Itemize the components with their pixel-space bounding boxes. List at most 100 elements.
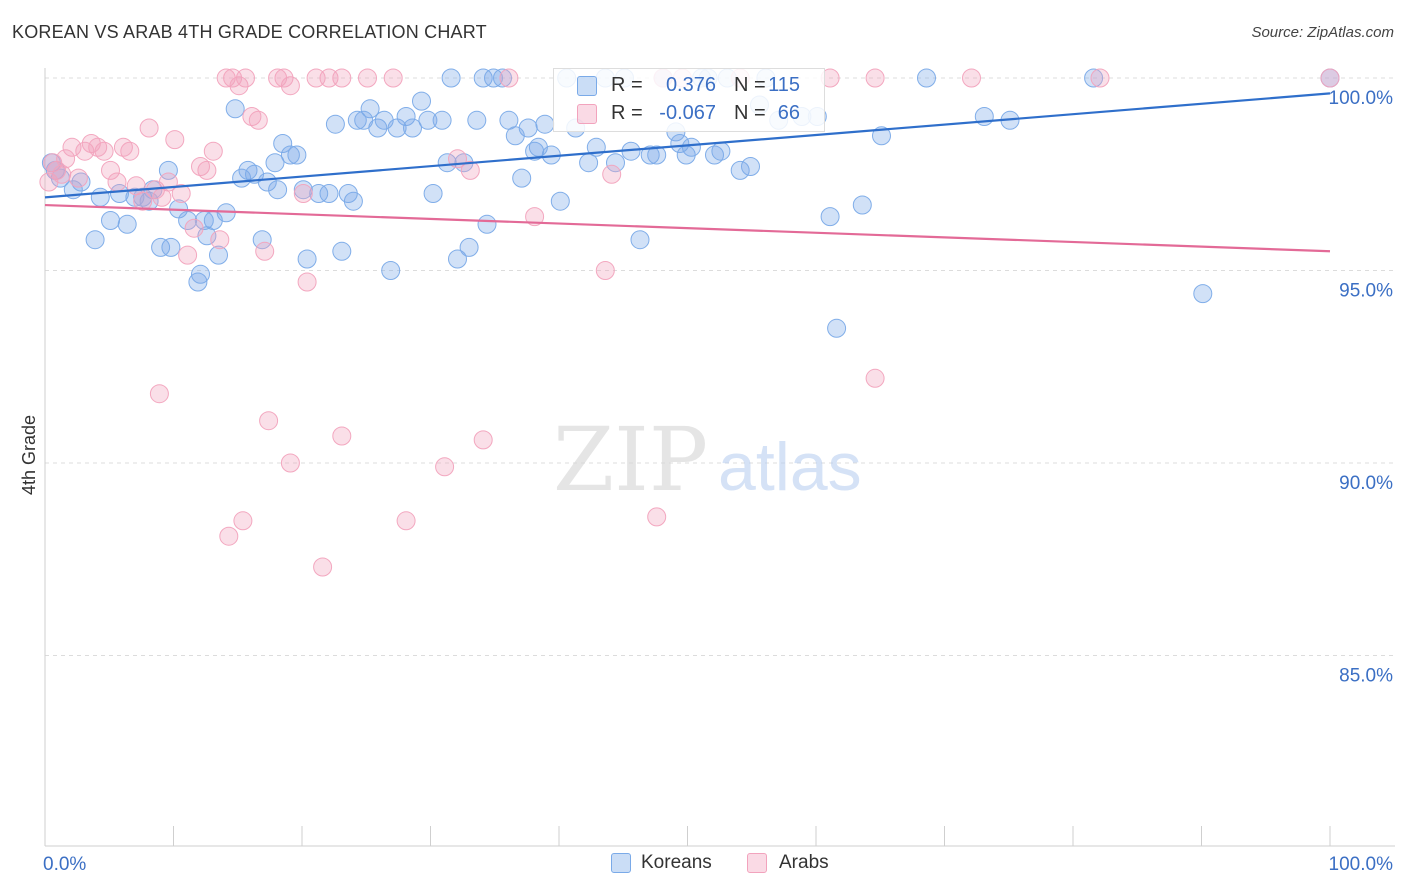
arabs-point [149,384,169,404]
arabs-point [525,207,545,227]
arabs-point [120,141,140,161]
arabs-point [68,168,88,188]
koreans-point [347,110,367,130]
koreans-point [191,264,210,284]
arabs-point [460,160,480,180]
watermark: ZIP atlas [553,408,862,511]
koreans-point [110,184,129,203]
arabs-point [236,68,255,88]
y-axis-title: 4th Grade [19,415,39,495]
arabs-point [223,68,243,88]
arabs-point [274,68,294,88]
koreans-point [225,99,245,119]
arabs-point [242,107,262,126]
stats-legend: R = 0.376 N = 115 R = -0.067 N = 66 [553,68,825,132]
koreans-point [1084,68,1104,88]
arabs-point [865,68,885,88]
koreans-point [418,110,438,130]
arabs-point [647,507,667,527]
arabs-point [165,130,185,150]
arabs-point [210,230,230,250]
koreans-point [280,145,300,165]
arabs-legend-swatch [747,853,767,873]
koreans-point [209,245,228,265]
koreans-point [459,237,479,257]
koreans-point [711,141,731,161]
koreans-point [630,230,650,250]
koreans-swatch [577,76,597,96]
arabs-point [396,511,416,531]
koreans-point [297,249,317,269]
arabs-point [435,457,455,477]
koreans-point [1193,284,1213,304]
koreans-point [319,184,339,203]
arabs-point [248,110,268,130]
r-value: -0.067 [659,102,716,124]
koreans-point [85,230,105,250]
arabs-point [203,141,223,161]
koreans-point [606,153,625,173]
koreans-legend-label: Koreans [641,852,712,873]
koreans-point [265,153,285,173]
arabs-point [602,164,622,184]
arabs-point [595,261,615,280]
koreans-point [332,241,352,261]
arabs-point [139,118,159,138]
koreans-point [252,230,272,250]
arabs-point [297,272,317,292]
koreans-point [437,153,457,173]
koreans-point [158,160,178,180]
r-value: 0.376 [665,74,716,96]
arabs-point [255,241,275,261]
y-tick-label: 100.0% [1329,88,1394,109]
arabs-swatch [577,104,597,124]
koreans-point [151,237,171,257]
arabs-point [197,160,217,180]
koreans-point [257,172,277,192]
koreans-point [550,191,570,211]
n-label: N = [734,74,766,96]
arabs-trend-line [44,203,1331,253]
arabs-point [101,160,120,180]
arabs-point [332,426,352,446]
arabs-point [1320,68,1340,88]
koreans-point [820,207,840,227]
n-label: N = [734,102,766,124]
koreans-point [90,187,110,207]
koreans-point [381,261,401,280]
koreans-point [681,137,701,157]
koreans-point [467,110,487,130]
koreans-legend-swatch [611,853,631,873]
arabs-point [178,245,198,265]
x-tick-label: 0.0% [43,854,86,875]
koreans-point [432,110,452,130]
chart-title: KOREAN VS ARAB 4TH GRADE CORRELATION CHA… [12,22,487,42]
koreans-point [268,180,288,200]
arabs-point [259,411,279,431]
arabs-point [75,141,95,161]
r-label: R = [611,74,643,96]
arabs-point [133,191,153,211]
koreans-point [640,145,660,165]
trend-layer [44,92,1331,253]
arabs-point [233,511,253,531]
koreans-point [872,126,891,146]
koreans-point [161,237,181,257]
koreans-point [188,272,208,292]
arabs-point [293,184,313,203]
koreans-point [705,145,724,165]
koreans-point [117,214,137,234]
koreans-point [354,110,374,130]
arabs-point [171,184,191,203]
y-tick-label: 85.0% [1339,666,1393,687]
arabs-point [107,172,127,192]
koreans-point [670,134,690,153]
koreans-point [448,249,467,269]
arabs-point [229,76,249,96]
arabs-point [383,68,403,88]
koreans-point [518,118,538,138]
koreans-point [477,214,497,234]
arabs-point [865,368,885,388]
koreans-point [441,68,461,88]
